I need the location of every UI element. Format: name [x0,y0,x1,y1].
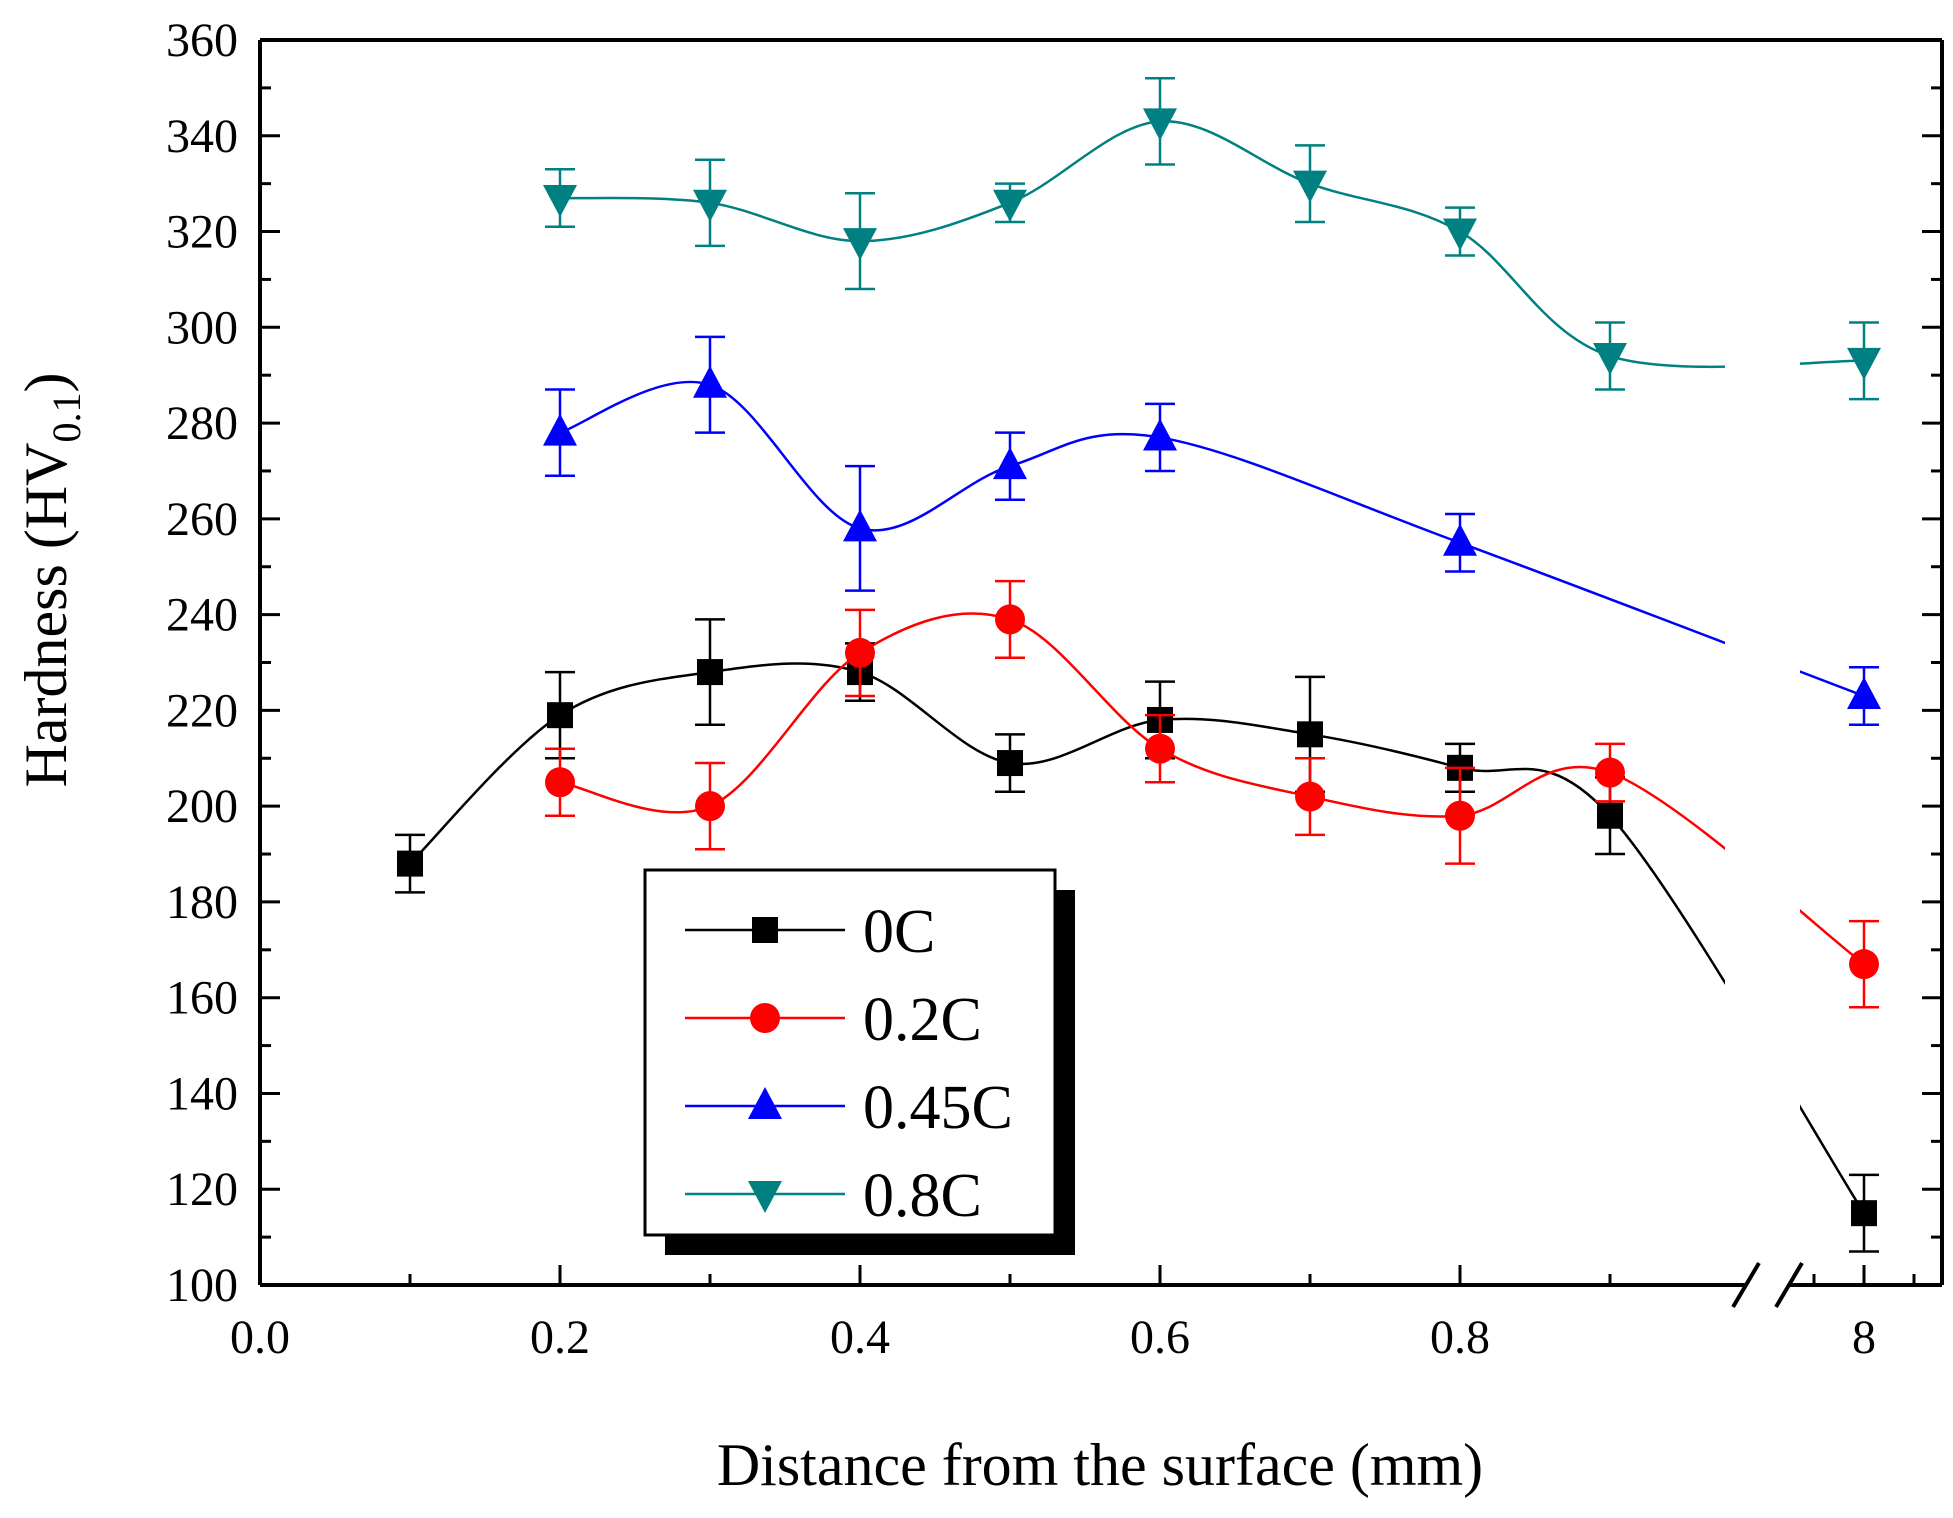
x-tick-label: 0.8 [1430,1311,1490,1364]
data-point [543,413,577,446]
axis-break-slash-1 [1731,1261,1761,1309]
x-tick-label: 0.6 [1130,1311,1190,1364]
legend-marker [750,1003,780,1033]
series-layer [395,77,1881,1253]
data-point [1295,781,1325,812]
data-point [1443,218,1477,251]
series-08C [543,77,1881,401]
axis-break-slash-2 [1774,1261,1804,1309]
data-point [1293,170,1327,203]
legend: 0C 0.2C 0.45C 0.8C [643,868,1075,1255]
x-axis-ticks: 0.0 0.2 0.4 0.6 0.8 8 [230,1265,1916,1364]
y-tick-label: 220 [166,684,238,737]
y-tick-label: 140 [166,1067,238,1120]
legend-marker [748,1087,782,1119]
legend-label: 0C [863,898,935,966]
y-tick-label: 320 [166,206,238,259]
data-point [993,189,1027,222]
y-tick-label: 100 [166,1259,238,1312]
data-point [1849,949,1879,980]
y-tick-label: 240 [166,589,238,642]
y-axis-ticks: 100 120 140 160 180 200 220 240 260 280 300 320 340 3… [166,14,1942,1312]
y-tick-label: 300 [166,301,238,354]
legend-marker [752,917,778,943]
data-point [697,659,723,686]
legend-label: 0.45C [863,1074,1013,1142]
data-point [1443,523,1477,556]
y-axis-title-main: Hardness (HV [13,443,79,788]
y-tick-label: 340 [166,110,238,163]
y-tick-label: 360 [166,14,238,67]
y-axis-title: Hardness (HV0.1) [13,373,89,788]
legend-marker [748,1181,782,1213]
data-point [995,604,1025,635]
data-point [543,185,577,218]
x-tick-label: 0.0 [230,1311,290,1364]
data-point [1145,733,1175,764]
data-point [693,365,727,398]
x-axis-title: Distance from the surface (mm) [717,1432,1483,1498]
y-tick-label: 160 [166,972,238,1025]
legend-label: 0.2C [863,986,982,1054]
data-point [1445,800,1475,831]
legend-label: 0.8C [863,1162,982,1230]
data-point [843,228,877,261]
data-point [1597,802,1623,829]
data-point [843,509,877,542]
data-point [997,750,1023,777]
series-line [409,662,1866,1214]
data-point [545,767,575,798]
data-point [1297,721,1323,748]
y-tick-label: 180 [166,876,238,929]
data-point [1851,1200,1877,1227]
y-axis-title-text: Hardness (HV0.1) [13,373,89,788]
data-point [1593,343,1627,376]
y-axis-title-subscript: 0.1 [44,393,89,443]
y-tick-label: 280 [166,397,238,450]
data-point [547,702,573,729]
plot-frame [258,38,1944,1287]
data-point [993,447,1027,480]
data-point [1143,108,1177,141]
data-point [397,850,423,877]
data-point [1847,347,1881,380]
x-tick-label: 0.4 [830,1311,890,1364]
y-tick-label: 200 [166,780,238,833]
legend-box [643,868,1057,1237]
y-tick-label: 120 [166,1163,238,1216]
data-point [845,637,875,668]
data-point [1595,757,1625,788]
series-045C [543,335,1881,726]
series-line [559,380,1865,698]
y-tick-label: 260 [166,493,238,546]
data-point [693,189,727,222]
y-axis-title-close: ) [13,373,79,393]
x-axis-break-marker [1731,1261,1804,1309]
data-point [1143,418,1177,451]
series-02C [545,579,1879,1009]
x-tick-label: 8 [1852,1311,1876,1364]
series-line [559,120,1865,369]
series-0C [395,618,1879,1253]
data-point [1847,677,1881,710]
data-point [695,791,725,822]
x-tick-label: 0.2 [530,1311,590,1364]
